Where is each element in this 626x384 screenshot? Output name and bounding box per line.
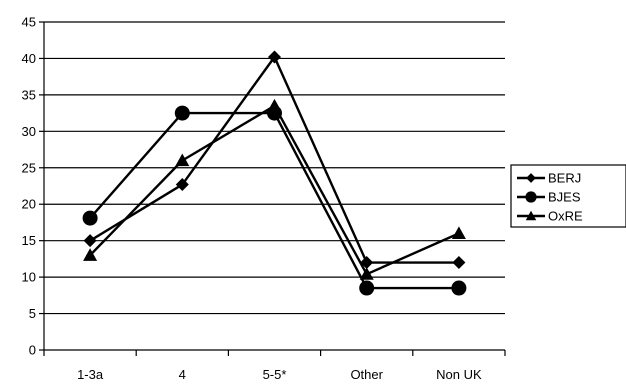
point-bjes-0 <box>82 210 98 226</box>
x-tick-label-2: 5-5* <box>263 367 287 382</box>
point-berj-1 <box>175 178 189 192</box>
point-bjes-4 <box>451 280 467 296</box>
y-tick-label-5: 5 <box>29 306 36 321</box>
legend-label-bjes: BJES <box>548 190 581 205</box>
point-oxre-3 <box>359 267 374 280</box>
y-tick-label-25: 25 <box>22 160 36 175</box>
point-oxre-1 <box>175 153 190 167</box>
series <box>82 50 467 296</box>
series-bjes <box>82 105 467 296</box>
point-oxre-2 <box>267 98 282 112</box>
y-tick-label-10: 10 <box>22 270 36 285</box>
point-bjes-1 <box>174 105 190 121</box>
legend-item-berj: BERJ <box>517 171 581 186</box>
x-tick-label-1: 4 <box>179 367 186 382</box>
x-tick-label-0: 1-3a <box>77 367 104 382</box>
legend-label-berj: BERJ <box>548 171 581 186</box>
y-tick-label-20: 20 <box>22 197 36 212</box>
series-line-berj <box>89 55 459 264</box>
legend-label-oxre: OxRE <box>548 209 583 224</box>
y-tick-label-45: 45 <box>22 15 36 30</box>
series-berj <box>83 50 466 270</box>
x-tick-label-3: Other <box>350 367 383 382</box>
y-tick-label-0: 0 <box>29 343 36 358</box>
point-bjes-3 <box>359 280 375 296</box>
legend: BERJ BJES OxRE <box>510 164 626 228</box>
legend-item-bjes: BJES <box>517 190 581 205</box>
x-tick-label-4: Non UK <box>436 367 482 382</box>
grid <box>44 21 505 315</box>
series-oxre <box>83 98 466 280</box>
point-oxre-4 <box>451 226 466 239</box>
point-berj-4 <box>452 256 466 270</box>
y-tick-label-35: 35 <box>22 87 36 102</box>
legend-item-oxre: OxRE <box>517 209 583 224</box>
legend-swatch-marker-oxre <box>525 210 537 221</box>
point-berj-2 <box>268 50 281 64</box>
legend-swatch-marker-berj <box>526 173 536 183</box>
y-tick-label-30: 30 <box>22 124 36 139</box>
y-tick-label-40: 40 <box>22 51 36 66</box>
legend-swatch-marker-bjes <box>525 191 537 203</box>
axes: 0 5 10 15 20 25 30 35 40 45 1-3a 4 5-5* Other Non UK <box>22 15 506 382</box>
point-berj-0 <box>83 234 97 248</box>
y-tick-label-15: 15 <box>22 233 36 248</box>
point-oxre-0 <box>83 248 98 261</box>
